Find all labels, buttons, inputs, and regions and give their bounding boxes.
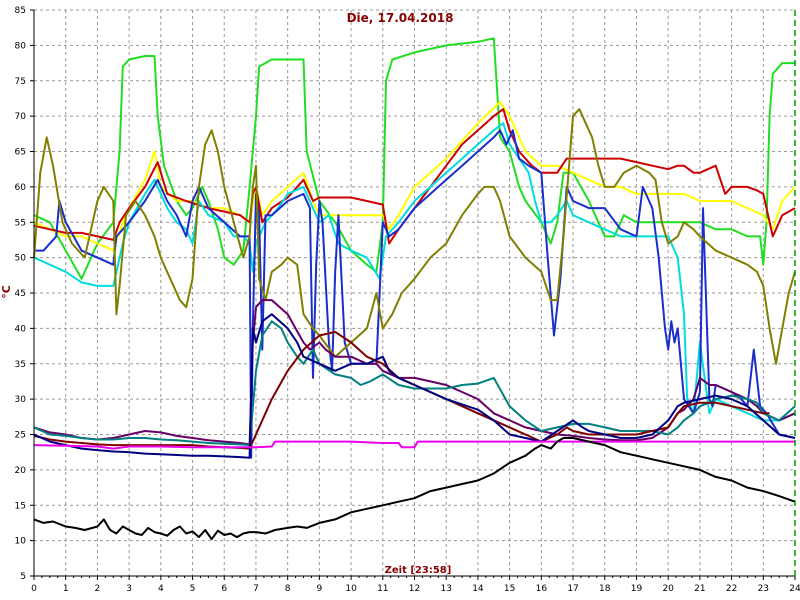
x-tick-label: 2 [95,584,101,594]
x-tick-label: 0 [31,584,37,594]
y-tick-label: 85 [15,6,26,16]
x-tick-label: 12 [409,584,420,594]
series-line [34,129,796,459]
x-tick-label: 14 [472,584,484,594]
x-tick-label: 4 [158,584,164,594]
series-line [33,108,796,365]
x-tick-label: 24 [789,584,800,594]
x-tick-label: 3 [126,584,132,594]
series-line [33,440,795,450]
y-tick-label: 30 [15,395,27,405]
axes [30,9,796,580]
y-axis-label: °C [0,285,13,299]
y-tick-label: 25 [15,431,26,441]
y-tick-label: 80 [15,41,27,51]
y-tick-label: 70 [15,112,27,122]
chart-title: Die, 17.04.2018 [347,11,454,25]
x-tick-label: 7 [253,584,259,594]
y-tick-label: 60 [15,183,27,193]
y-tick-label: 5 [20,572,26,582]
x-tick-label: 6 [221,584,227,594]
x-tick-label: 10 [345,584,357,594]
x-tick-label: 16 [536,584,548,594]
x-axis-label: Zeit [23:58] [385,565,452,576]
x-tick-label: 15 [504,584,515,594]
tick-labels: 0 1 2 3 4 5 6 7 8 9 10 11 12 13 14 15 16 17 18 19 20 21 22 23 24… [15,6,800,594]
series-line [33,313,796,459]
x-tick-label: 13 [440,584,451,594]
x-tick-label: 9 [317,584,323,594]
y-tick-label: 10 [15,537,27,547]
x-tick-label: 22 [726,584,737,594]
x-tick-label: 8 [285,584,291,594]
y-tick-label: 55 [15,218,26,228]
x-tick-label: 21 [694,584,705,594]
y-tick-label: 35 [15,360,26,370]
y-tick-label: 40 [15,324,27,334]
series-line [33,122,796,422]
y-tick-label: 65 [15,148,26,158]
y-tick-label: 15 [15,501,26,511]
x-tick-label: 18 [599,584,611,594]
x-tick-label: 5 [190,584,196,594]
series-line [33,101,796,252]
series-line [33,320,796,447]
x-tick-label: 17 [567,584,578,594]
y-tick-label: 75 [15,77,26,87]
x-tick-label: 1 [63,584,69,594]
y-tick-label: 20 [15,466,27,476]
x-tick-label: 20 [662,584,674,594]
y-tick-label: 45 [15,289,26,299]
x-tick-label: 23 [758,584,769,594]
y-tick-label: 50 [15,254,27,264]
series-line [33,37,795,280]
x-tick-label: 11 [377,584,388,594]
x-tick-label: 19 [631,584,643,594]
series-line [33,437,796,541]
series-layer [33,37,796,541]
series-line [33,330,770,450]
grid-lines [34,9,795,576]
